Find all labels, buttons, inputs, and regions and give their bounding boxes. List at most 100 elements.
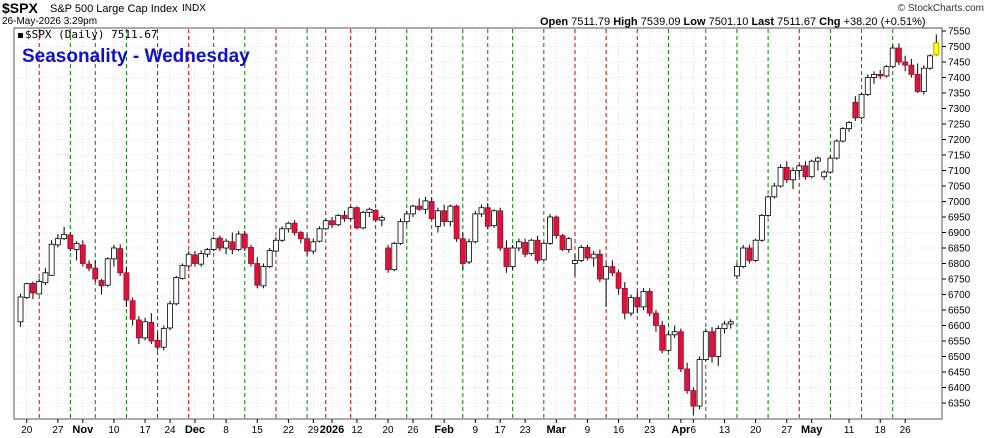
- y-tick-label: 7300: [948, 104, 971, 115]
- candle: [920, 65, 927, 95]
- candle-body: [634, 297, 641, 308]
- candle-body: [111, 247, 117, 260]
- candle: [273, 237, 279, 253]
- candle-body: [503, 247, 510, 268]
- candle: [160, 325, 167, 351]
- candle: [621, 282, 628, 320]
- x-tick-label: 2026: [320, 424, 344, 436]
- candle: [229, 232, 236, 255]
- candle-body: [491, 210, 497, 227]
- ohlc-readout: Open 7511.79 High 7539.09 Low 7501.10 La…: [540, 16, 926, 28]
- candle-body: [248, 246, 254, 264]
- candle: [316, 226, 323, 243]
- candle-body: [609, 266, 616, 274]
- candle-body: [173, 277, 180, 305]
- candle: [534, 235, 541, 264]
- x-tick-label: May: [801, 424, 823, 436]
- candle: [391, 241, 398, 272]
- candle-body: [459, 238, 466, 264]
- x-tick-label: 26: [900, 425, 912, 436]
- last-label: Last: [751, 16, 775, 28]
- candle: [198, 250, 205, 267]
- candle: [260, 263, 267, 289]
- candle: [322, 218, 329, 231]
- candle: [659, 320, 666, 354]
- candle: [23, 282, 30, 300]
- high-label: High: [613, 16, 638, 28]
- candle: [466, 238, 472, 265]
- candle-body: [690, 390, 697, 407]
- candle: [653, 310, 659, 332]
- candle-body: [702, 331, 709, 361]
- x-tick-label: 20: [21, 425, 33, 436]
- candle-body: [802, 165, 809, 178]
- x-tick-label: 9: [473, 425, 479, 436]
- candle-body: [86, 263, 92, 269]
- candle: [98, 279, 105, 295]
- candle-body: [223, 240, 229, 249]
- candle: [503, 240, 510, 273]
- y-tick-label: 7150: [948, 151, 971, 162]
- y-tick-label: 6850: [948, 244, 971, 255]
- candle-body: [67, 234, 74, 250]
- stockcharts-brand: © StockCharts.com: [897, 3, 984, 14]
- candle: [422, 196, 429, 214]
- candle-body: [615, 272, 622, 289]
- candle: [341, 210, 348, 222]
- x-tick-label: 23: [520, 425, 532, 436]
- candle-body: [447, 205, 454, 223]
- candle: [752, 238, 759, 262]
- legend-label: $SPX (Daily) 7511.67: [25, 28, 158, 41]
- candle: [727, 319, 734, 329]
- candle: [192, 251, 198, 267]
- candle: [765, 195, 771, 217]
- candle: [522, 238, 529, 258]
- candle: [135, 316, 142, 345]
- candle: [167, 300, 173, 331]
- candle-body: [914, 74, 921, 92]
- candle-body: [372, 209, 379, 221]
- series-legend: $SPX (Daily) 7511.67: [18, 28, 157, 41]
- x-tick-label: 11: [844, 425, 855, 436]
- candle: [410, 204, 416, 217]
- x-tick-label: 23: [644, 425, 656, 436]
- candle-body: [758, 215, 765, 241]
- candle: [397, 218, 404, 245]
- candle: [291, 220, 298, 236]
- candle-body: [572, 259, 578, 264]
- candle-body: [410, 205, 416, 215]
- candle: [846, 120, 852, 132]
- candle: [241, 230, 248, 252]
- candle-body: [117, 248, 124, 274]
- candle-body: [42, 272, 49, 284]
- y-tick-label: 7200: [948, 135, 971, 146]
- candle: [453, 204, 460, 242]
- candle-body: [596, 253, 603, 280]
- candle-body: [48, 243, 55, 276]
- candle-body: [154, 339, 161, 348]
- candle: [179, 263, 186, 280]
- candle: [173, 275, 180, 306]
- candle: [17, 293, 24, 327]
- candle-body: [472, 213, 479, 243]
- candle: [216, 235, 223, 252]
- x-tick-label: 15: [252, 425, 264, 436]
- x-tick-label: 6: [691, 425, 697, 436]
- candle: [914, 63, 921, 93]
- candle-body: [316, 228, 323, 242]
- candle-body: [509, 247, 516, 268]
- candle-body: [696, 359, 703, 407]
- x-tick-label: 16: [613, 425, 625, 436]
- x-tick-label: 17: [140, 425, 152, 436]
- candle-body: [466, 241, 472, 263]
- candle: [223, 238, 229, 255]
- candle: [790, 167, 796, 190]
- candle-body: [79, 244, 86, 264]
- candle-body: [877, 74, 884, 77]
- candle: [734, 263, 740, 279]
- x-axis-labels: 20 27 Nov 10 17 24 Dec 8 15 22 29 2026 12 20 26 Feb 9 17 2…: [21, 419, 911, 436]
- x-tick-label: 12: [351, 425, 363, 436]
- candle-body: [322, 220, 329, 230]
- x-tick-label: Mar: [546, 424, 566, 436]
- candle: [671, 325, 678, 338]
